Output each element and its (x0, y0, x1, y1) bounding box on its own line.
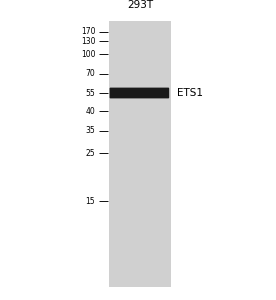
Text: 40: 40 (86, 106, 95, 116)
Text: 35: 35 (86, 126, 95, 135)
Text: 170: 170 (81, 27, 95, 36)
Text: ETS1: ETS1 (177, 88, 203, 98)
Text: 55: 55 (86, 88, 95, 98)
Text: 70: 70 (86, 69, 95, 78)
Text: 15: 15 (86, 196, 95, 206)
Text: 293T: 293T (128, 1, 154, 10)
Bar (109, 21, 171, 286)
Text: 130: 130 (81, 37, 95, 46)
FancyBboxPatch shape (110, 88, 169, 98)
Text: 25: 25 (86, 148, 95, 158)
Text: 100: 100 (81, 50, 95, 58)
